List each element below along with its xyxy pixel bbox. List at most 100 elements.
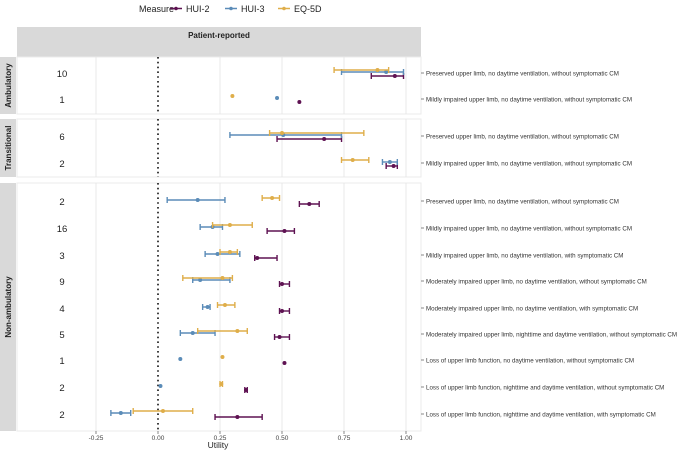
sample-size-label: 6 (59, 132, 64, 143)
estimate-hui-3 (381, 159, 399, 165)
panel-background (16, 56, 422, 115)
sample-size-label: 1 (59, 356, 64, 367)
point-estimate (280, 131, 284, 135)
row: 5 Moderately impaired upper limb, nightti… (59, 328, 677, 341)
row-label: Mildly impaired upper limb, no daytime v… (426, 97, 632, 104)
point-estimate (227, 223, 232, 227)
point-estimate (118, 411, 123, 415)
estimate-eq-5d (220, 355, 225, 359)
row: 9 Moderately impaired upper limb, no dayt… (59, 275, 647, 288)
estimate-eq-5d (182, 275, 234, 281)
sample-size-label: 9 (59, 277, 64, 288)
row: 2 Preserved upper limb, no daytime ventil… (59, 195, 619, 208)
column-strip-label: Patient-reported (188, 31, 250, 40)
sample-size-label: 4 (59, 304, 64, 315)
row-strip-label: Transitional (4, 126, 13, 171)
estimate-hui-3 (178, 357, 183, 361)
legend-key-point (282, 6, 286, 11)
row-label: Moderately impaired upper limb, nighttim… (426, 332, 677, 339)
estimate-hui-2 (385, 163, 399, 169)
legend-key-point (229, 6, 233, 11)
estimate-eq-5d (216, 302, 236, 308)
legend-label: HUI-2 (186, 4, 210, 14)
point-estimate (195, 198, 200, 202)
estimate-hui-3 (275, 96, 280, 100)
x-tick-label: 0.75 (338, 435, 351, 442)
panel-non-ambulatory: Non-ambulatory 2 Preserved upper limb, no … (0, 182, 677, 432)
estimate-eq-5d (219, 381, 224, 387)
estimate-hui-2 (278, 308, 291, 314)
point-estimate (220, 355, 225, 359)
estimate-eq-5d (333, 67, 390, 73)
estimate-eq-5d (261, 195, 281, 201)
row-strip-label: Ambulatory (4, 63, 13, 108)
point-estimate (391, 164, 396, 168)
point-estimate (270, 196, 275, 200)
estimate-hui-2 (244, 387, 249, 393)
legend-label: HUI-3 (241, 4, 265, 14)
sample-size-label: 2 (59, 159, 64, 170)
estimate-hui-2 (273, 334, 291, 340)
column-strip (17, 27, 421, 57)
estimate-hui-3 (201, 304, 211, 310)
row: 1 Mildly impaired upper limb, no daytime … (59, 94, 632, 106)
row: 10 Preserved upper limb, no daytime venti… (57, 67, 619, 80)
point-estimate (387, 160, 392, 164)
panel-ambulatory: Ambulatory 10 Preserved upper limb, no day… (0, 56, 632, 115)
legend: Measure HUI-2 HUI-3 EQ-5D (139, 4, 322, 14)
estimate-hui-2 (254, 255, 278, 261)
row-label: Mildly impaired upper limb, no daytime v… (426, 253, 623, 260)
point-estimate (322, 137, 327, 141)
point-estimate (205, 305, 210, 309)
row-strip (0, 183, 16, 431)
point-estimate (297, 100, 302, 104)
point-estimate (230, 94, 235, 98)
row-label: Loss of upper limb function, nighttime a… (426, 385, 664, 392)
estimate-eq-5d (219, 249, 239, 255)
sample-size-label: 10 (57, 69, 68, 80)
row-label: Preserved upper limb, no daytime ventila… (426, 71, 619, 78)
point-estimate (244, 388, 249, 392)
sample-size-label: 16 (57, 224, 68, 235)
row-strip (0, 57, 16, 114)
estimate-hui-2 (278, 281, 291, 287)
point-estimate (190, 331, 195, 335)
estimate-hui-3 (158, 384, 163, 388)
estimate-eq-5d (196, 328, 248, 334)
estimate-hui-2 (297, 100, 302, 104)
estimate-hui-2 (214, 414, 263, 420)
point-estimate (178, 357, 183, 361)
legend-key-point (174, 6, 178, 11)
point-estimate (215, 252, 220, 256)
point-estimate (307, 202, 312, 206)
row-label: Loss of upper limb function, nighttime a… (426, 412, 656, 419)
estimate-eq-5d (340, 157, 370, 163)
row: 1 Loss of upper limb function, no daytime… (59, 355, 634, 367)
point-estimate (255, 256, 260, 260)
legend-title: Measure (139, 4, 174, 14)
row: 2 Mildly impaired upper limb, no daytime … (59, 157, 632, 170)
panel-background (16, 118, 422, 178)
estimate-hui-3 (166, 197, 226, 203)
point-estimate (282, 229, 287, 233)
point-estimate (235, 329, 240, 333)
point-estimate (227, 250, 232, 254)
row-label: Mildly impaired upper limb, no daytime v… (426, 226, 632, 233)
x-tick-label: 1.00 (400, 435, 413, 442)
point-estimate (235, 415, 240, 419)
estimate-hui-2 (266, 228, 296, 234)
estimate-eq-5d (132, 408, 194, 414)
row-label: Loss of upper limb function, no daytime … (426, 358, 634, 365)
estimate-hui-3 (110, 410, 132, 416)
point-estimate (275, 96, 280, 100)
x-tick-label: 0.00 (152, 435, 165, 442)
estimate-eq-5d (211, 222, 253, 228)
sample-size-label: 1 (59, 95, 64, 106)
row: 2 Loss of upper limb function, nighttime … (59, 408, 656, 421)
row: 3 Mildly impaired upper limb, no daytime … (59, 249, 623, 262)
point-estimate (282, 361, 287, 365)
x-tick-label: 0.50 (276, 435, 289, 442)
panel-transitional: Transitional 6 Preserved upper limb, no da… (0, 118, 632, 178)
row-label: Mildly impaired upper limb, no daytime v… (426, 161, 632, 168)
